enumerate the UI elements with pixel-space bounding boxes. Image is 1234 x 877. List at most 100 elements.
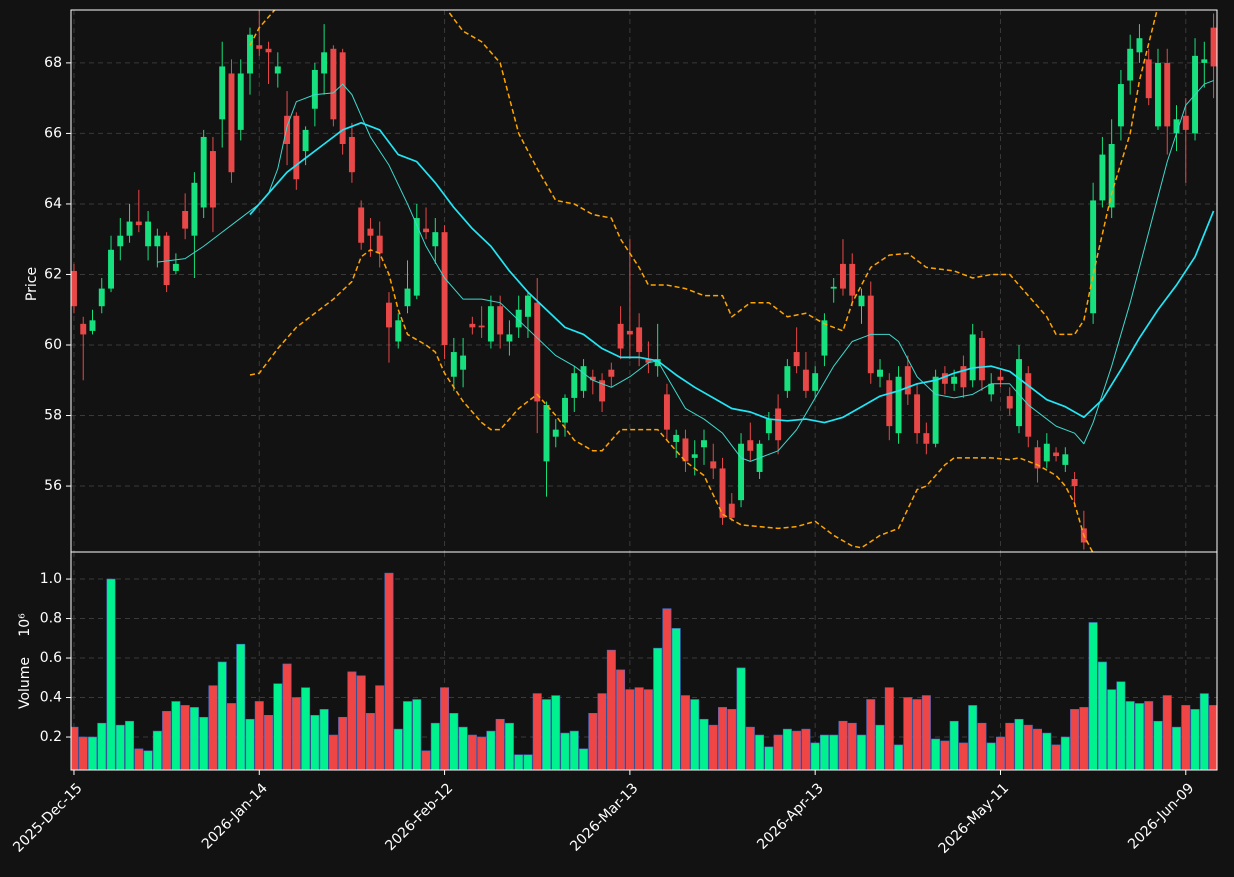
volume-bar: [949, 720, 959, 770]
volume-bar: [393, 728, 403, 770]
volume-bar: [227, 703, 236, 770]
volume-bar: [134, 748, 144, 770]
candle-body: [172, 263, 179, 271]
band-line: [249, 249, 1094, 552]
candle-body: [923, 433, 930, 444]
volume-bar: [458, 726, 468, 770]
volume-bar: [1162, 695, 1172, 770]
volume-bar: [884, 687, 894, 770]
volume-bar: [1060, 736, 1070, 770]
volume-bar: [736, 667, 746, 770]
volume-bar: [866, 699, 876, 770]
candles: [71, 10, 1217, 550]
volume-bar: [514, 754, 524, 770]
volume-bar: [365, 713, 375, 770]
candle-body: [209, 151, 216, 208]
y-tick-label: 0.4: [40, 690, 62, 706]
price-axis-label: Price: [24, 267, 40, 301]
volume-bar: [152, 730, 162, 770]
candle-body: [1127, 48, 1134, 81]
volume-bar: [1107, 689, 1117, 770]
volume-bar: [301, 687, 311, 770]
candle-body: [589, 376, 596, 381]
candle-body: [376, 235, 383, 254]
candle-body: [274, 66, 281, 74]
candle-body: [182, 211, 189, 229]
candle-body: [284, 115, 291, 145]
band-line: [249, 10, 1158, 336]
candle-body: [1016, 359, 1022, 427]
candle-body: [997, 376, 1004, 381]
volume-bar: [569, 730, 579, 770]
candle-body: [914, 394, 921, 434]
volume-bar: [625, 689, 635, 770]
candle-body: [1108, 144, 1115, 208]
y-tick-label: 0.2: [40, 729, 62, 745]
candle-body: [886, 380, 893, 427]
volume-bar: [560, 732, 570, 770]
candle-body: [821, 320, 828, 356]
candle-body: [247, 34, 253, 74]
volume-bar: [643, 689, 653, 770]
volume-bar: [940, 740, 950, 770]
y-tick-label: 68: [44, 55, 62, 71]
volume-bar: [504, 722, 514, 770]
volume-bar: [1023, 724, 1033, 770]
volume-bar: [616, 669, 626, 770]
candle-body: [812, 373, 819, 391]
volume-bar: [421, 750, 431, 770]
candle-body: [617, 323, 624, 349]
candle-body: [1164, 62, 1171, 127]
candle-body: [645, 359, 652, 363]
candle-body: [1145, 59, 1152, 99]
candle-body: [951, 376, 958, 384]
candle-body: [691, 454, 698, 458]
candle-body: [1062, 454, 1069, 465]
volume-bar: [875, 724, 885, 770]
volume-bar: [1125, 701, 1135, 770]
candle-body: [302, 129, 309, 152]
candle-body: [200, 136, 207, 208]
y-tick-label: 62: [44, 266, 62, 282]
volume-bar: [606, 649, 616, 770]
y-tick-label: 1.0: [40, 571, 62, 587]
volume-bar: [745, 726, 755, 770]
volume-bar: [986, 742, 996, 770]
candle-body: [108, 249, 114, 289]
volume-bar: [931, 738, 941, 770]
candle-body: [432, 232, 439, 247]
volume-bar: [78, 736, 88, 770]
volume-bar: [782, 728, 792, 770]
candle-body: [460, 355, 467, 370]
volume-bar: [708, 724, 718, 770]
volume-bar: [597, 693, 607, 770]
volume-bar: [671, 628, 681, 770]
volume-bar: [588, 713, 598, 770]
plot-frame: [70, 551, 1218, 771]
candle-body: [738, 443, 745, 501]
candle-body: [552, 429, 559, 437]
volume-bar: [1199, 693, 1209, 770]
volume-bar: [1088, 622, 1098, 770]
volume-bar: [958, 742, 968, 770]
candle-body: [747, 440, 754, 451]
y-tick-label: 58: [44, 408, 62, 424]
candle-body: [265, 48, 272, 53]
volume-bar: [1172, 726, 1181, 770]
candle-body: [98, 288, 105, 307]
volume-bar: [921, 695, 931, 770]
volume-bar: [1070, 709, 1080, 770]
candle-body: [1117, 84, 1124, 127]
volume-bar: [1190, 709, 1200, 770]
volume-bar: [189, 707, 199, 770]
candle-body: [135, 221, 142, 226]
volume-bar: [264, 715, 274, 770]
candle-body: [487, 306, 494, 342]
candle-body: [904, 366, 911, 395]
volume-bar: [282, 663, 292, 770]
candle-body: [895, 376, 902, 434]
moving-average-line: [157, 80, 1214, 462]
candle-body: [1201, 59, 1208, 63]
candle-body: [701, 440, 707, 448]
